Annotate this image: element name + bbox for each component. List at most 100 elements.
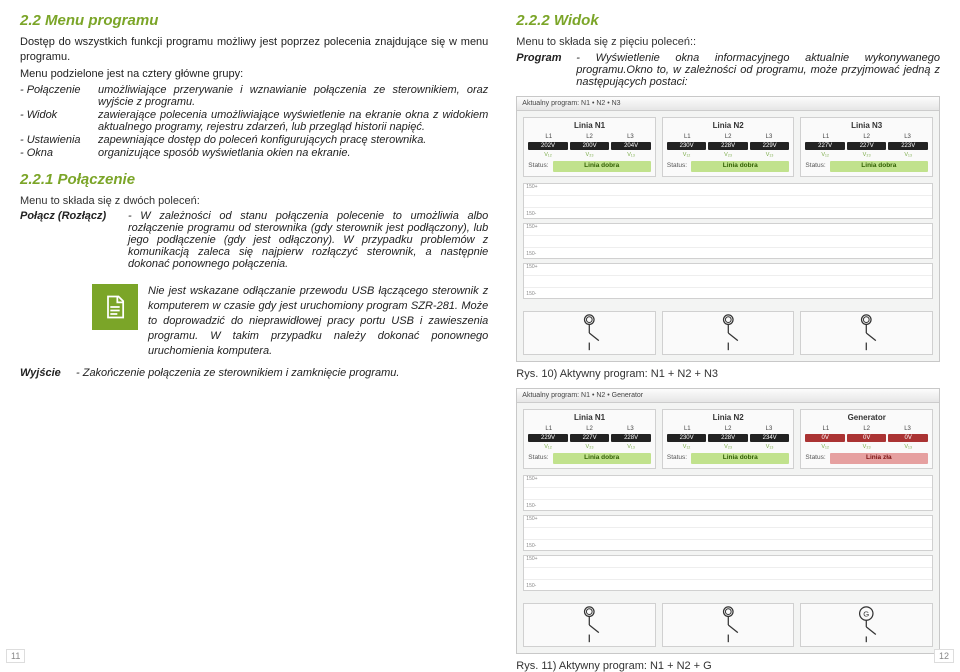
line-card: GeneratorL1L2L30V0V0VV₁₂V₂₃V₁₃Status:Lin… — [800, 409, 933, 469]
document-icon — [92, 284, 138, 330]
sub-label: V₂₃ — [847, 445, 887, 451]
chart-axis-top: 150+ — [526, 225, 537, 230]
chart-axis-top: 150+ — [526, 265, 537, 270]
sub-label: V₂₃ — [847, 153, 887, 159]
def-exit-desc: - Zakończenie połączenia ze sterownikiem… — [76, 367, 488, 379]
definition-row: - Oknaorganizujące sposób wyświetlania o… — [20, 147, 488, 159]
sub-label: V₁₂ — [667, 445, 707, 451]
line-card: Linia N3L1L2L3227V227V223VV₁₂V₂₃V₁₃Statu… — [800, 117, 933, 177]
definition-row: - Połączenieumożliwiające przerywanie i … — [20, 84, 488, 108]
chart-axis-bot: 150- — [526, 504, 536, 509]
generator-label: G — [864, 609, 870, 618]
sub-labels: V₁₂V₂₃V₁₃ — [805, 445, 928, 451]
voltage-value: 229V — [528, 434, 568, 442]
status-row: Status:Linia dobra — [528, 161, 651, 172]
phase-label: L3 — [766, 134, 773, 140]
definition-row: - Widokzawierające polecenia umożliwiają… — [20, 109, 488, 133]
chart-axis-bot: 150- — [526, 252, 536, 257]
note-box: Nie jest wskazane odłączanie przewodu US… — [92, 284, 488, 358]
chart-axis-top: 150+ — [526, 185, 537, 190]
voltage-values: 229V227V228V — [528, 434, 651, 442]
definition-row: - Ustawieniazapewniające dostęp do polec… — [20, 134, 488, 146]
voltage-value: 202V — [528, 142, 568, 150]
chart-axis-bot: 150- — [526, 584, 536, 589]
line-card: Linia N1L1L2L3202V200V204VV₁₂V₂₃V₁₃Statu… — [523, 117, 656, 177]
voltage-value: 229V — [750, 142, 790, 150]
phase-label: L1 — [823, 134, 830, 140]
status-badge: Linia dobra — [691, 453, 789, 464]
sub-labels: V₁₂V₂₃V₁₃ — [667, 153, 790, 159]
def-exit-term: Wyjście — [20, 367, 76, 379]
voltage-value: 228V — [611, 434, 651, 442]
p221-intro: Menu to składa się z dwóch poleceń: — [20, 194, 488, 209]
line-card-title: Generator — [805, 414, 928, 422]
status-row: Status:Linia dobra — [805, 161, 928, 172]
line-card-title: Linia N1 — [528, 122, 651, 130]
phase-label: L3 — [627, 426, 634, 432]
phase-labels: L1L2L3 — [805, 134, 928, 140]
intro-2: Menu podzielone jest na cztery główne gr… — [20, 67, 488, 82]
sub-label: V₁₃ — [611, 153, 651, 159]
definition-term: - Widok — [20, 109, 98, 133]
page-number-right: 12 — [934, 649, 954, 663]
voltage-value: 227V — [847, 142, 887, 150]
phase-label: L3 — [627, 134, 634, 140]
sub-labels: V₁₂V₂₃V₁₃ — [528, 445, 651, 451]
definition-desc: zawierające polecenia umożliwiające wyśw… — [98, 109, 488, 133]
sub-labels: V₁₂V₂₃V₁₃ — [805, 153, 928, 159]
line-card-title: Linia N2 — [667, 414, 790, 422]
mini-chart: 150+ 150- — [523, 515, 933, 551]
switch-diagram — [662, 311, 795, 355]
voltage-value: 200V — [570, 142, 610, 150]
phase-label: L2 — [586, 426, 593, 432]
phase-labels: L1L2L3 — [805, 426, 928, 432]
switch-diagram — [662, 603, 795, 647]
sub-labels: V₁₂V₂₃V₁₃ — [667, 445, 790, 451]
definition-list: - Połączenieumożliwiające przerywanie i … — [20, 84, 488, 159]
status-row: Status:Linia dobra — [528, 453, 651, 464]
voltage-values: 202V200V204V — [528, 142, 651, 150]
sub-label: V₁₂ — [805, 153, 845, 159]
phase-labels: L1 L2 L3 — [667, 134, 790, 140]
status-badge: Linia dobra — [691, 161, 789, 172]
voltage-value: 223V — [888, 142, 928, 150]
heading-2-2: 2.2 Menu programu — [20, 12, 488, 29]
voltage-value: 230V — [667, 434, 707, 442]
page-left: 2.2 Menu programu Dostęp do wszystkich f… — [20, 12, 488, 639]
line-card: Linia N2L1L2L3230V228V229VV₁₂V₂₃V₁₃Statu… — [662, 117, 795, 177]
sub-label: V₁₂ — [805, 445, 845, 451]
phase-labels: L1L2L3 — [528, 426, 651, 432]
switch-diagram — [523, 603, 656, 647]
phase-label: L2 — [725, 134, 732, 140]
voltage-value: 0V — [805, 434, 845, 442]
voltage-values: 0V0V0V — [805, 434, 928, 442]
sub-label: V₁₃ — [611, 445, 651, 451]
def-program-desc: - Wyświetlenie okna informacyjnego aktua… — [576, 52, 940, 88]
chart-axis-bot: 150- — [526, 544, 536, 549]
heading-2-2-2: 2.2.2 Widok — [516, 12, 940, 29]
figure-11: Aktualny program: N1 • N2 • Generator Li… — [516, 388, 940, 672]
def-polacz-desc: - W zależności od stanu połączenia polec… — [128, 210, 488, 270]
line-card-title: Linia N1 — [528, 414, 651, 422]
page-right: 2.2.2 Widok Menu to składa się z pięciu … — [516, 12, 940, 639]
p222-intro: Menu to składa się z pięciu poleceń:: — [516, 35, 940, 50]
phase-label: L1 — [684, 134, 691, 140]
chart-axis-bot: 150- — [526, 212, 536, 217]
def-polacz-term: Połącz (Rozłącz) — [20, 210, 128, 270]
voltage-value: 234V — [750, 434, 790, 442]
status-label: Status: — [528, 163, 548, 170]
status-label: Status: — [528, 455, 548, 462]
voltage-values: 230V228V229V — [667, 142, 790, 150]
status-row: Status:Linia dobra — [667, 161, 790, 172]
sub-label: V₁₃ — [750, 153, 790, 159]
mini-chart: 150+ 150- — [523, 555, 933, 591]
page-number-left: 11 — [6, 649, 25, 663]
mini-chart: 150+ 150- — [523, 223, 933, 259]
sub-label: V₂₃ — [570, 153, 610, 159]
app-title-fig10: Aktualny program: N1 • N2 • N3 — [517, 97, 939, 111]
status-label: Status: — [805, 163, 825, 170]
definition-term: - Połączenie — [20, 84, 98, 108]
status-label: Status: — [667, 455, 687, 462]
charts-fig11: 150+ 150- 150+ 150- 150+ 150- — [517, 475, 939, 597]
phase-label: L3 — [904, 134, 911, 140]
